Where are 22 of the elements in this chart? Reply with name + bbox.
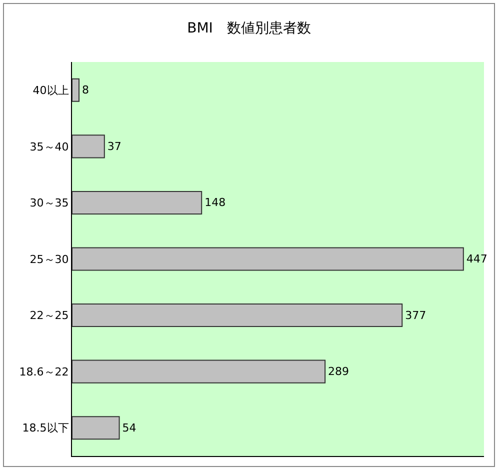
bar: [72, 190, 202, 214]
bar: [72, 304, 403, 328]
bar: [72, 360, 326, 384]
chart-title: BMI 数値別患者数: [187, 20, 311, 36]
data-label: 148: [204, 196, 226, 210]
data-label: 54: [122, 421, 136, 434]
bar: [72, 416, 120, 440]
y-tick-label: 40以上: [32, 84, 69, 97]
bar: [72, 134, 105, 158]
y-tick-label: 25～30: [30, 252, 69, 266]
y-tick-label: 22～25: [30, 309, 69, 322]
y-tick-label: 18.5以下: [22, 422, 69, 435]
data-label: 289: [328, 365, 350, 378]
data-label: 8: [82, 84, 89, 97]
bar: [72, 247, 464, 271]
y-tick-label: 30～35: [30, 196, 69, 210]
y-tick-label: 35～40: [30, 140, 69, 154]
data-label: 377: [405, 308, 426, 322]
data-label: 447: [466, 252, 488, 266]
bar: [72, 78, 80, 102]
data-label: 37: [107, 140, 122, 153]
y-tick-label: 18.6～22: [19, 365, 69, 378]
